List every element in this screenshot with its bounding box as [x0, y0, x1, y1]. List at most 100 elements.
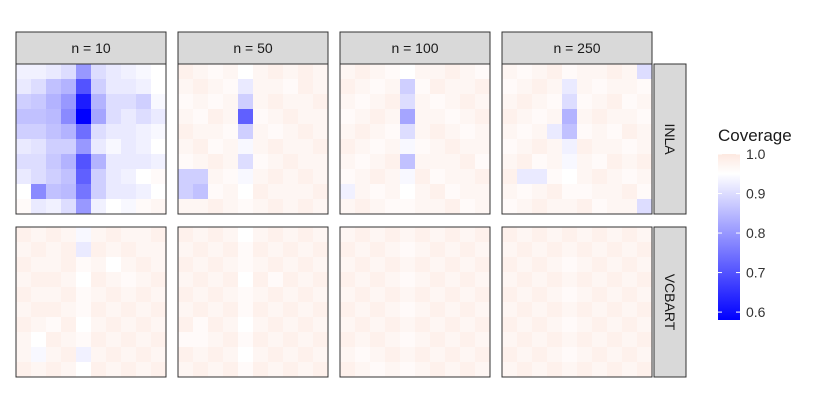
- heatmap-cell: [355, 287, 371, 303]
- heatmap-cell: [637, 124, 653, 140]
- heatmap-cell: [46, 362, 62, 378]
- facet-strip-column: n = 10: [15, 31, 167, 65]
- heatmap-cell: [46, 139, 62, 155]
- heatmap-cell: [370, 347, 386, 363]
- legend-tick-label: 0.8: [746, 225, 766, 241]
- heatmap-cell: [193, 64, 209, 80]
- heatmap-cell: [577, 242, 593, 258]
- heatmap-cell: [637, 199, 653, 215]
- heatmap-cell: [502, 79, 518, 95]
- heatmap-cell: [193, 199, 209, 215]
- heatmap-cell: [385, 362, 401, 378]
- heatmap-cell: [31, 64, 47, 80]
- heatmap-cell: [16, 287, 32, 303]
- heatmap-cell: [385, 109, 401, 125]
- heatmap-cell: [223, 257, 239, 273]
- heatmap-cell: [106, 109, 122, 125]
- heatmap-cell: [91, 79, 107, 95]
- heatmap-cell: [313, 124, 329, 140]
- heatmap-cell: [208, 257, 224, 273]
- heatmap-cell: [121, 139, 137, 155]
- heatmap-cell: [385, 302, 401, 318]
- heatmap-cell: [622, 139, 638, 155]
- heatmap-cell: [253, 257, 269, 273]
- heatmap-cell: [385, 347, 401, 363]
- heatmap-cell: [475, 362, 491, 378]
- heatmap-cell: [178, 184, 194, 200]
- heatmap-panel: [339, 226, 491, 378]
- heatmap-cell: [547, 199, 563, 215]
- heatmap-cell: [622, 64, 638, 80]
- heatmap-cell: [475, 332, 491, 348]
- heatmap-cell: [193, 302, 209, 318]
- heatmap-cell: [517, 184, 533, 200]
- heatmap-cell: [547, 257, 563, 273]
- heatmap-cell: [400, 287, 416, 303]
- heatmap-cell: [517, 124, 533, 140]
- heatmap-cell: [91, 184, 107, 200]
- heatmap-cell: [370, 184, 386, 200]
- heatmap-cell: [91, 199, 107, 215]
- heatmap-cell: [532, 199, 548, 215]
- heatmap-cell: [445, 227, 461, 243]
- heatmap-cell: [268, 227, 284, 243]
- heatmap-cell: [31, 302, 47, 318]
- heatmap-cell: [370, 332, 386, 348]
- heatmap-cell: [532, 272, 548, 288]
- heatmap-cell: [223, 184, 239, 200]
- heatmap-cell: [460, 64, 476, 80]
- heatmap-panel: [501, 226, 653, 378]
- heatmap-cell: [637, 302, 653, 318]
- heatmap-cell: [460, 317, 476, 333]
- heatmap-cell: [46, 154, 62, 170]
- heatmap-cell: [607, 227, 623, 243]
- heatmap-cell: [445, 317, 461, 333]
- heatmap-cell: [370, 257, 386, 273]
- heatmap-cell: [622, 94, 638, 110]
- heatmap-cell: [208, 94, 224, 110]
- heatmap-cell: [223, 109, 239, 125]
- heatmap-cell: [121, 169, 137, 185]
- heatmap-cell: [445, 154, 461, 170]
- heatmap-cell: [46, 169, 62, 185]
- heatmap-cell: [517, 79, 533, 95]
- heatmap-cell: [283, 257, 299, 273]
- heatmap-cell: [76, 272, 92, 288]
- heatmap-cell: [223, 124, 239, 140]
- heatmap-cell: [16, 227, 32, 243]
- heatmap-cell: [208, 139, 224, 155]
- heatmap-cell: [415, 139, 431, 155]
- heatmap-cell: [31, 227, 47, 243]
- heatmap-cell: [178, 272, 194, 288]
- heatmap-cell: [151, 302, 167, 318]
- heatmap-cell: [562, 109, 578, 125]
- heatmap-cell: [268, 79, 284, 95]
- heatmap-cell: [151, 362, 167, 378]
- heatmap-cell: [313, 94, 329, 110]
- heatmap-cell: [238, 362, 254, 378]
- heatmap-cell: [517, 362, 533, 378]
- heatmap-cell: [370, 169, 386, 185]
- heatmap-cell: [502, 94, 518, 110]
- heatmap-cell: [592, 317, 608, 333]
- heatmap-cell: [313, 199, 329, 215]
- heatmap-cell: [400, 272, 416, 288]
- heatmap-cell: [31, 257, 47, 273]
- heatmap-cell: [223, 79, 239, 95]
- heatmap-cell: [193, 257, 209, 273]
- heatmap-cell: [502, 347, 518, 363]
- heatmap-cell: [637, 242, 653, 258]
- heatmap-cell: [61, 257, 77, 273]
- heatmap-cell: [415, 64, 431, 80]
- heatmap-cell: [208, 109, 224, 125]
- heatmap-cell: [76, 287, 92, 303]
- heatmap-cell: [16, 109, 32, 125]
- heatmap-cell: [430, 79, 446, 95]
- heatmap-cell: [415, 94, 431, 110]
- heatmap-cell: [430, 227, 446, 243]
- heatmap-cell: [475, 302, 491, 318]
- heatmap-cell: [415, 169, 431, 185]
- heatmap-cell: [223, 242, 239, 258]
- heatmap-cell: [298, 94, 314, 110]
- heatmap-cell: [298, 109, 314, 125]
